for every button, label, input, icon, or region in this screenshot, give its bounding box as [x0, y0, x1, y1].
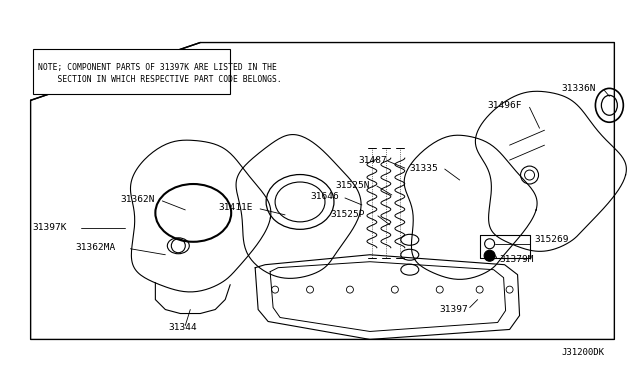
Text: 31362MA: 31362MA	[76, 243, 116, 252]
Text: 31336N: 31336N	[561, 84, 596, 93]
FancyBboxPatch shape	[33, 48, 230, 94]
Text: 31335: 31335	[410, 164, 438, 173]
Text: 31525P: 31525P	[330, 211, 364, 219]
Text: 31344: 31344	[168, 323, 197, 332]
Text: 31397: 31397	[440, 305, 468, 314]
Text: 31646: 31646	[310, 192, 339, 202]
Text: J31200DK: J31200DK	[561, 348, 604, 357]
Text: 31487: 31487	[358, 155, 387, 164]
Text: NOTE; COMPONENT PARTS OF 31397K ARE LISTED IN THE: NOTE; COMPONENT PARTS OF 31397K ARE LIST…	[38, 64, 276, 73]
Text: 31411E: 31411E	[218, 203, 253, 212]
Text: 31362N: 31362N	[120, 195, 155, 205]
Text: 31379M: 31379M	[500, 255, 534, 264]
Text: SECTION IN WHICH RESPECTIVE PART CODE BELONGS.: SECTION IN WHICH RESPECTIVE PART CODE BE…	[38, 76, 282, 84]
Text: 31525N: 31525N	[335, 180, 369, 189]
Text: 315269: 315269	[534, 235, 569, 244]
Circle shape	[484, 250, 495, 261]
Text: 31397K: 31397K	[33, 223, 67, 232]
Text: 31496F: 31496F	[488, 101, 522, 110]
